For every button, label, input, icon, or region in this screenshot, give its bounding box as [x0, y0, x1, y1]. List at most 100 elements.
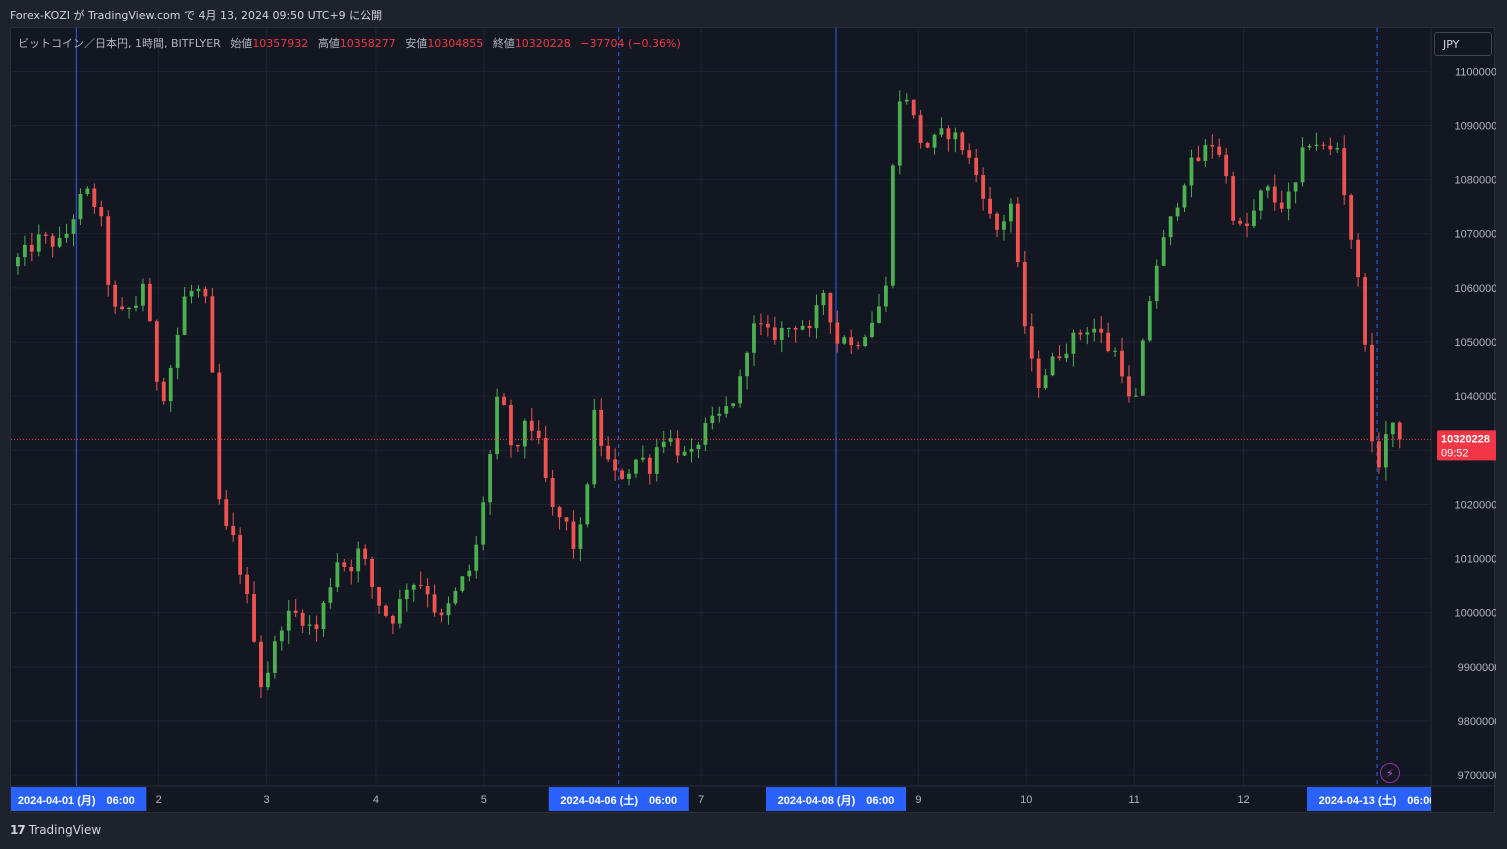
candle-body — [266, 672, 270, 688]
chart-panel[interactable]: 9700000980000099000001000000010100000102… — [10, 27, 1496, 814]
candle-body — [252, 594, 256, 642]
candle-body — [675, 438, 680, 456]
y-tick-label: 10600000 — [1455, 283, 1496, 295]
candle-body — [22, 244, 27, 258]
candle-body — [710, 415, 715, 424]
x-tick-label: 2 — [156, 794, 162, 806]
tradingview-logo-icon: 17 — [10, 823, 26, 837]
candle-body — [71, 219, 76, 234]
y-tick-label: 9900000 — [1458, 662, 1496, 674]
candle-body — [585, 484, 590, 525]
candle-body — [460, 576, 465, 591]
candle-body — [36, 234, 41, 252]
candle-body — [640, 457, 645, 460]
x-tick-label: 4 — [373, 794, 379, 806]
price-tag-value: 10320228 — [1441, 433, 1490, 445]
candle-body — [884, 285, 888, 307]
candle-body — [168, 367, 173, 402]
candle-body — [550, 477, 555, 508]
candle-body — [661, 441, 666, 448]
candle-body — [1127, 376, 1131, 397]
candle-body — [800, 325, 805, 330]
candle-body — [1265, 186, 1270, 191]
candle-body — [765, 323, 770, 328]
candle-body — [1377, 441, 1381, 468]
candle-body — [1286, 191, 1291, 209]
candle-body — [1307, 145, 1312, 148]
price-tag — [1437, 430, 1496, 461]
candle-body — [370, 558, 374, 587]
candle-body — [564, 517, 569, 522]
candle-body — [99, 206, 104, 217]
candle-body — [509, 404, 513, 446]
x-tick-label: 7 — [698, 794, 704, 806]
candle-body — [50, 235, 55, 247]
candle-body — [272, 641, 277, 673]
candle-body — [78, 193, 83, 220]
candle-body — [141, 283, 145, 306]
candle-body — [245, 574, 249, 595]
candle-body — [738, 376, 743, 404]
chart-svg[interactable]: 9700000980000099000001000000010100000102… — [11, 28, 1496, 814]
open-label: 始値 — [230, 37, 253, 50]
candle-body — [1120, 350, 1124, 377]
candle-body — [300, 612, 305, 626]
candle-body — [529, 420, 534, 431]
candle-body — [786, 327, 791, 329]
candle-body — [16, 257, 20, 267]
x-tick-label: 10 — [1020, 794, 1032, 806]
date-badge-label: 2024-04-06 (土) 06:00 — [560, 793, 677, 807]
candle-body — [1245, 223, 1249, 227]
candle-body — [1335, 148, 1340, 150]
candle-body — [724, 406, 729, 414]
candle-body — [1106, 332, 1111, 351]
candle-body — [1113, 350, 1117, 352]
candle-body — [793, 327, 798, 330]
candle-body — [1064, 353, 1069, 359]
y-tick-label: 10000000 — [1455, 608, 1496, 620]
candle-body — [1328, 145, 1333, 150]
candle-body — [342, 562, 347, 567]
open-value: 10357932 — [252, 37, 309, 50]
candle-body — [1293, 182, 1298, 192]
candle-body — [1224, 154, 1229, 177]
candle-body — [231, 526, 236, 536]
lightning-icon[interactable]: ⚡ — [1380, 763, 1400, 783]
candle-body — [1015, 203, 1020, 263]
x-tick-label: 12 — [1237, 794, 1249, 806]
candle-body — [147, 283, 152, 322]
candle-body — [43, 234, 48, 236]
candle-body — [474, 544, 479, 571]
y-tick-label: 10800000 — [1455, 175, 1496, 187]
candle-body — [64, 233, 69, 238]
currency-button[interactable]: JPY — [1434, 32, 1492, 56]
y-tick-label: 10500000 — [1455, 337, 1496, 349]
candle-body — [134, 305, 138, 308]
candle-body — [439, 612, 444, 616]
candle-body — [1050, 356, 1055, 376]
candle-body — [1203, 145, 1208, 161]
candle-body — [967, 150, 972, 158]
candle-body — [925, 142, 930, 148]
candle-body — [557, 507, 562, 518]
candle-body — [467, 570, 472, 577]
low-label: 安値 — [405, 37, 428, 50]
candle-body — [1390, 422, 1395, 435]
candle-body — [404, 589, 409, 600]
candle-body — [1356, 239, 1361, 278]
candle-body — [1238, 220, 1242, 224]
candle-body — [627, 473, 631, 479]
candle-body — [939, 128, 944, 135]
candle-body — [772, 327, 777, 340]
candle-body — [578, 524, 583, 549]
candle-body — [1258, 190, 1263, 211]
candle-body — [988, 198, 992, 214]
x-tick-label: 5 — [481, 794, 487, 806]
candle-body — [731, 403, 736, 407]
candle-body — [918, 115, 923, 143]
footer-brand[interactable]: 17 TradingView — [10, 823, 101, 837]
published-text: Forex-KOZI が TradingView.com で 4月 13, 20… — [10, 9, 383, 22]
y-tick-label: 11000000 — [1455, 66, 1496, 78]
candle-body — [696, 444, 701, 450]
candle-body — [488, 454, 493, 503]
